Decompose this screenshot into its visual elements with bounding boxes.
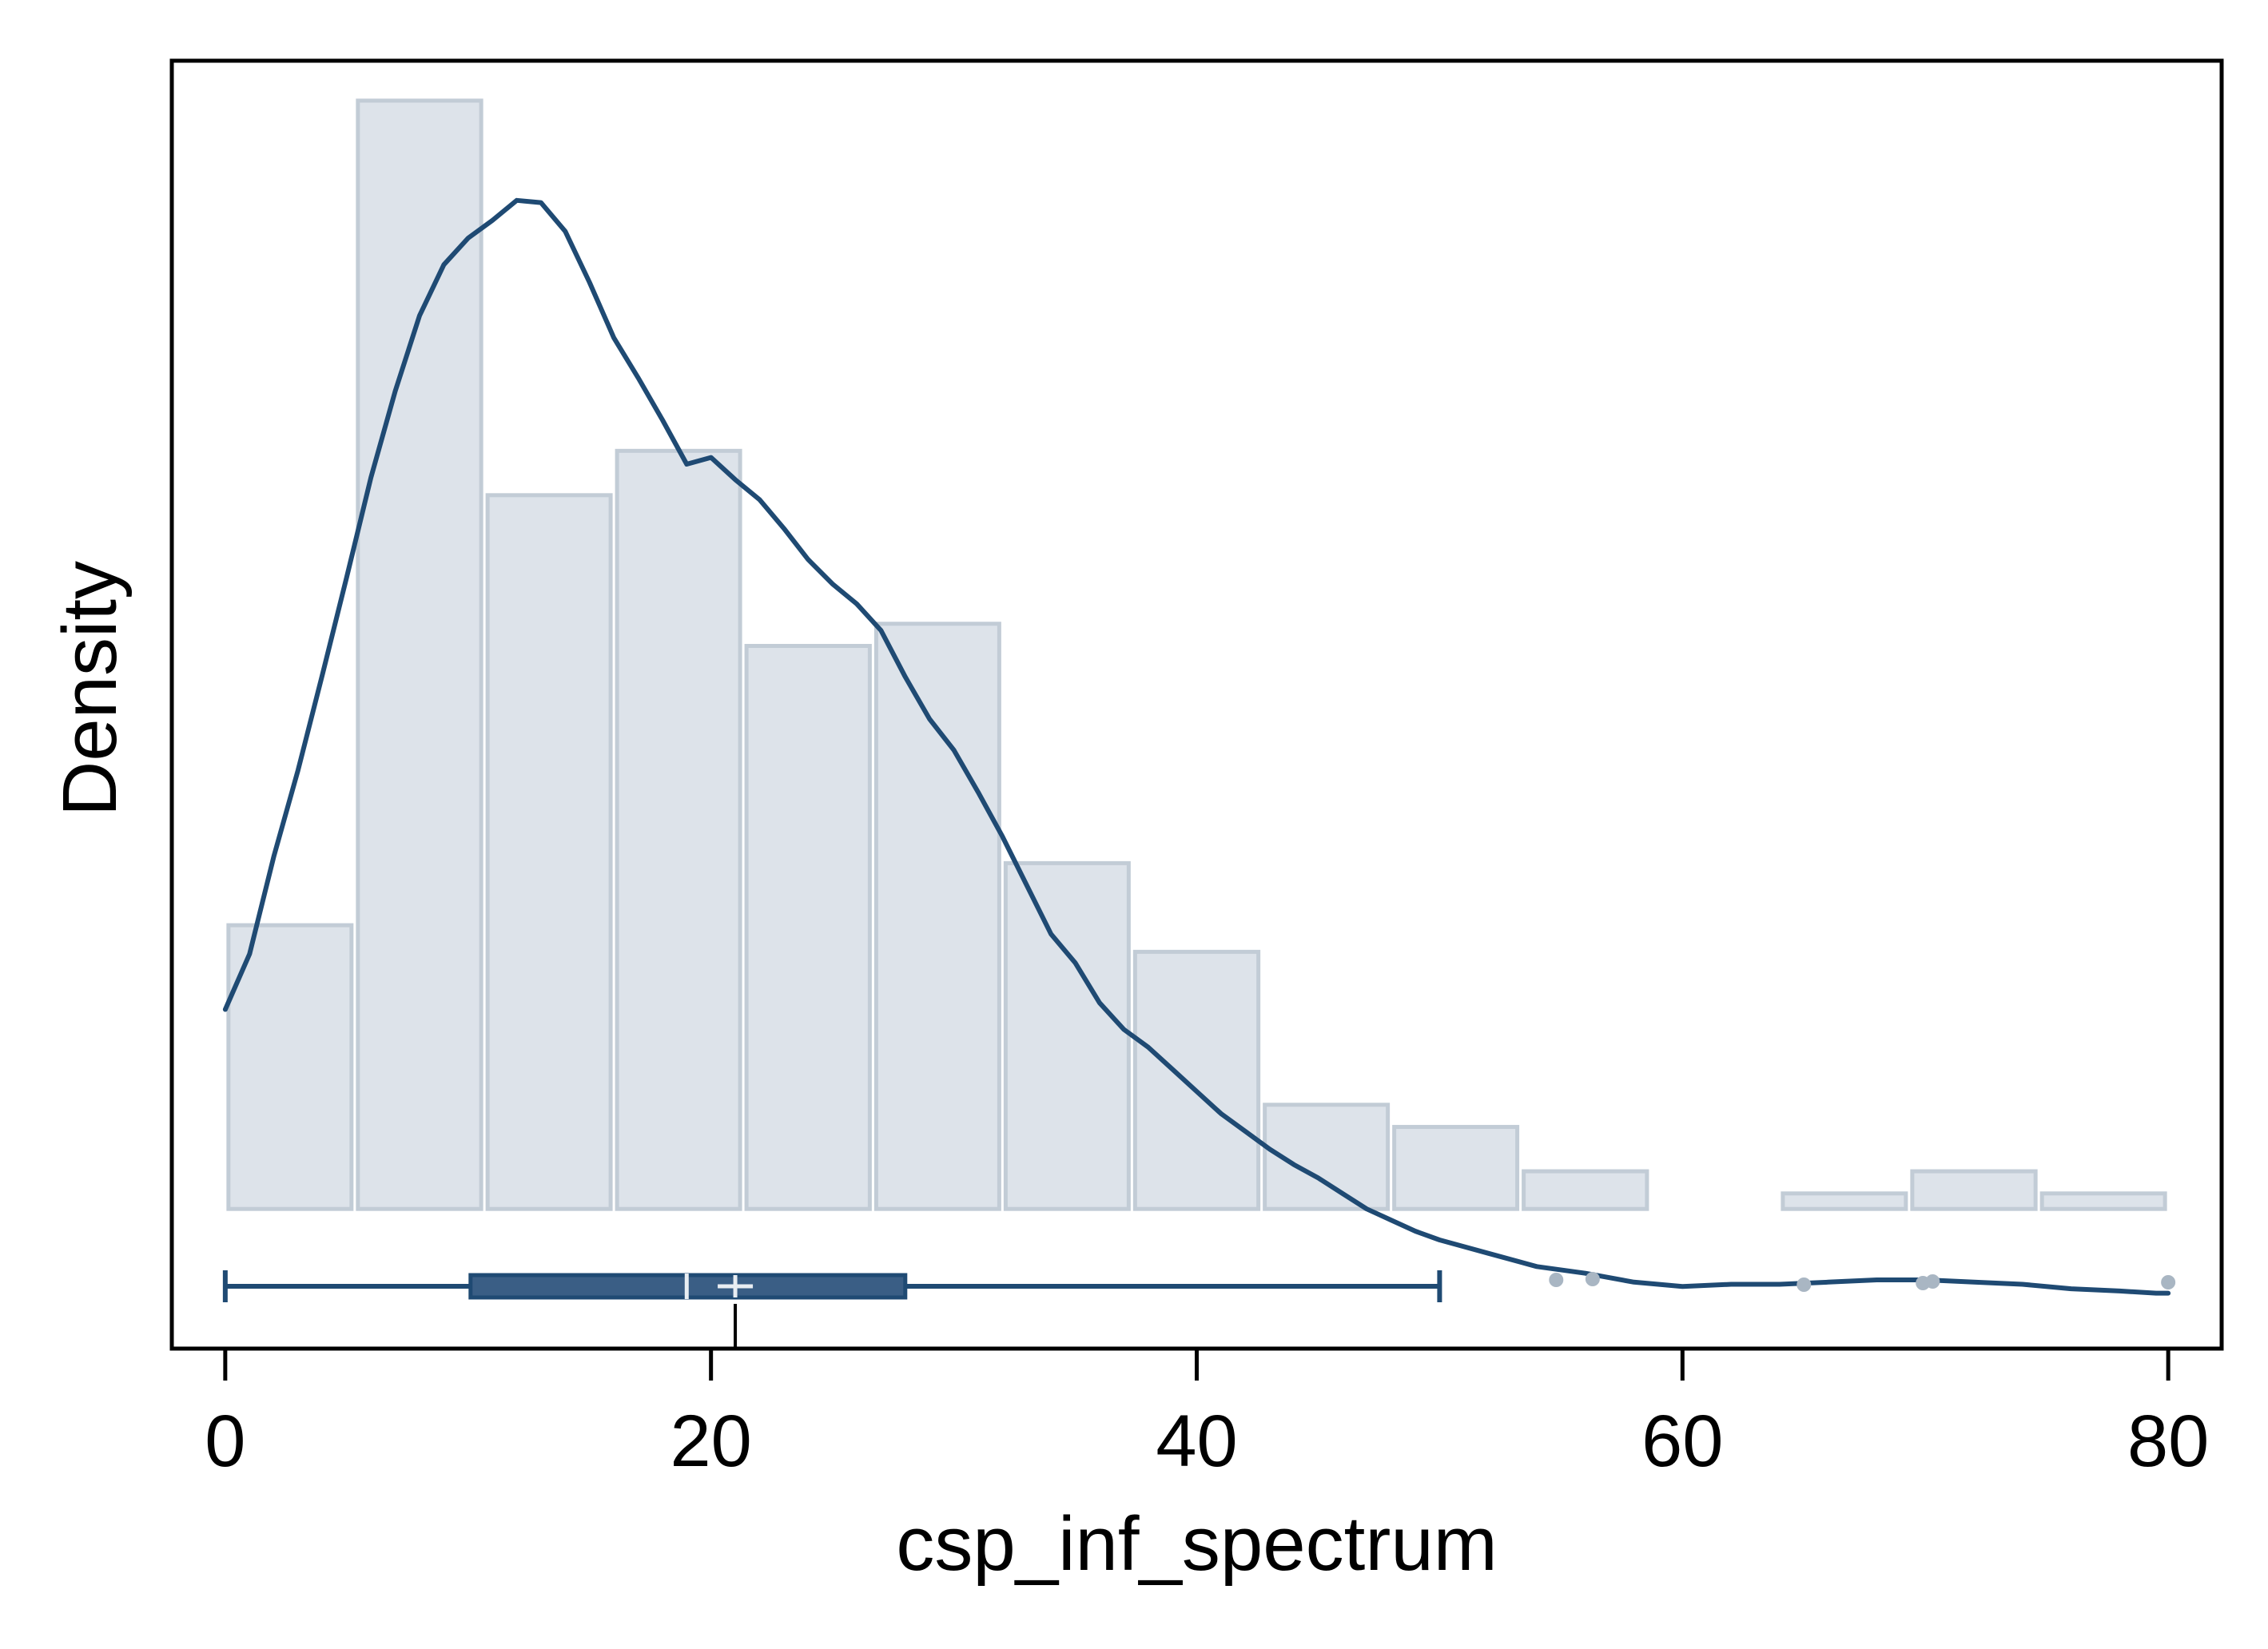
histogram-bar bbox=[485, 493, 613, 1211]
x-tick-label: 0 bbox=[205, 1401, 245, 1482]
histogram-bar bbox=[873, 622, 1001, 1211]
boxplot-outlier-point bbox=[1549, 1273, 1564, 1287]
histogram-bar bbox=[1003, 860, 1131, 1211]
boxplot-outlier-point bbox=[1925, 1274, 1940, 1289]
boxplot-outlier-point bbox=[1585, 1272, 1600, 1286]
x-axis-title: csp_inf_spectrum bbox=[896, 1501, 1497, 1587]
histogram-bar bbox=[1132, 949, 1261, 1211]
histogram-bar bbox=[1781, 1191, 1908, 1211]
histogram-bar bbox=[226, 923, 354, 1211]
density-curve bbox=[222, 197, 2171, 1296]
histogram-bar bbox=[1522, 1169, 1649, 1211]
histogram-bar bbox=[744, 643, 872, 1211]
y-axis-title: Density bbox=[47, 561, 133, 817]
boxplot-group bbox=[222, 1270, 2176, 1349]
x-tick-label: 20 bbox=[670, 1401, 752, 1482]
density-curve-group bbox=[222, 197, 2171, 1296]
histogram-bar bbox=[2039, 1191, 2167, 1211]
x-tick-label: 40 bbox=[1156, 1401, 1237, 1482]
histogram-bar bbox=[615, 448, 742, 1211]
x-tick-label: 80 bbox=[2127, 1401, 2209, 1482]
histogram-bar bbox=[1392, 1125, 1520, 1211]
histogram-bar bbox=[1910, 1169, 2038, 1211]
histogram-bar bbox=[356, 98, 483, 1211]
histogram-bars bbox=[226, 98, 2167, 1211]
x-tick-label: 60 bbox=[1641, 1401, 1723, 1482]
boxplot-outlier-point bbox=[1796, 1277, 1812, 1292]
x-axis: 0 20 40 60 80 bbox=[205, 1349, 2209, 1482]
boxplot-outlier-point bbox=[2161, 1275, 2176, 1289]
